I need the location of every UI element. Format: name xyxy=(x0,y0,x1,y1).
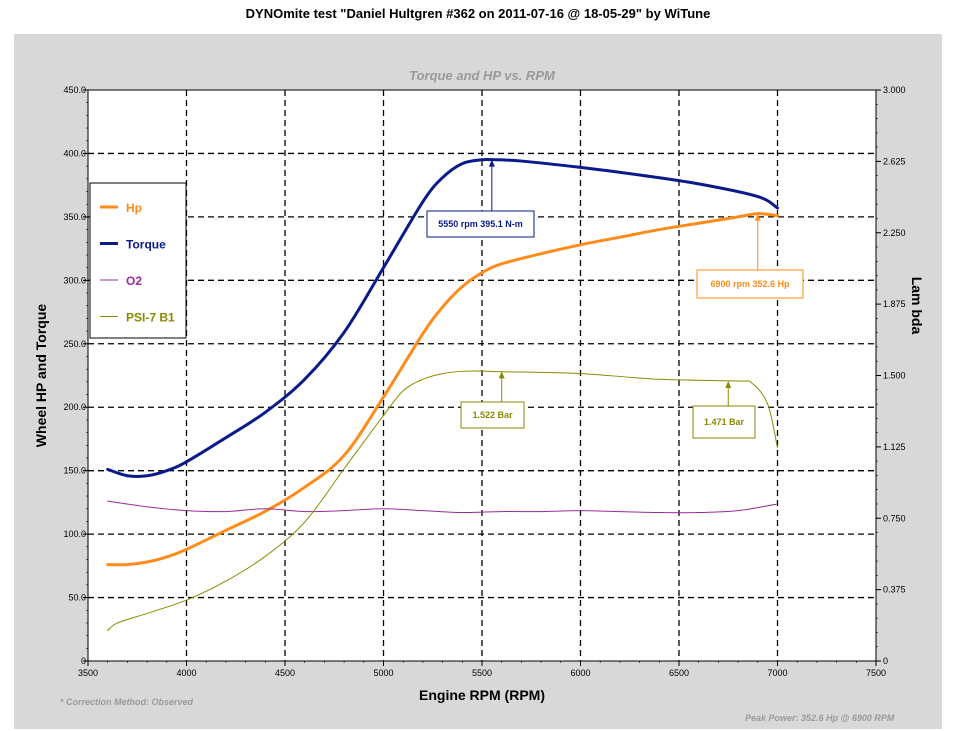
annotation-hp-label: 6900 rpm 352.6 Hp xyxy=(710,279,790,289)
y2-tick-label: 1.125 xyxy=(883,442,906,452)
y-tick-label: 50.0 xyxy=(68,593,86,603)
x-tick-label: 5500 xyxy=(472,668,492,678)
y2-tick-label: 0 xyxy=(883,656,888,666)
series-line-psi-7-b1 xyxy=(107,370,778,632)
x-tick-label: 6000 xyxy=(570,668,590,678)
y-axis-label: Wheel HP and Torque xyxy=(33,304,49,448)
annotation-psi-7-b1-label: 1.471 Bar xyxy=(704,417,745,427)
y2-tick-label: 3.000 xyxy=(883,85,906,95)
y-tick-label: 250.0 xyxy=(63,339,86,349)
x-tick-label: 4500 xyxy=(275,668,295,678)
legend-label-torque: Torque xyxy=(126,238,166,252)
chart-title: DYNOmite test "Daniel Hultgren #362 on 2… xyxy=(245,6,711,21)
series-line-torque xyxy=(106,157,779,478)
y2-tick-label: 0.375 xyxy=(883,585,906,595)
y2-axis-label: Lam bda xyxy=(909,277,925,335)
footnote-correction: * Correction Method: Observed xyxy=(60,697,194,707)
annotation-psi-7-b1-box xyxy=(460,401,525,429)
x-axis-label: Engine RPM (RPM) xyxy=(419,687,545,703)
legend-label-o2: O2 xyxy=(126,274,142,288)
x-tick-label: 7000 xyxy=(767,668,787,678)
series-line-o2 xyxy=(107,500,778,514)
x-tick-label: 5000 xyxy=(373,668,393,678)
y-tick-label: 450.0 xyxy=(63,85,86,95)
annotation-psi-7-b1-label: 1.522 Bar xyxy=(472,410,513,420)
annotation-hp-box xyxy=(696,269,804,299)
x-tick-label: 6500 xyxy=(669,668,689,678)
annotation-psi-7-b1-arrowhead xyxy=(725,381,732,389)
x-tick-label: 3500 xyxy=(78,668,98,678)
y-tick-label: 200.0 xyxy=(63,402,86,412)
y-tick-label: 350.0 xyxy=(63,212,86,222)
y2-tick-label: 1.500 xyxy=(883,371,906,381)
x-tick-label: 4000 xyxy=(176,668,196,678)
annotation-torque-box xyxy=(426,210,535,238)
legend-label-psi-7-b1: PSI-7 B1 xyxy=(126,311,175,325)
annotation-torque-label: 5550 rpm 395.1 N-m xyxy=(438,219,523,229)
chart-subtitle: Torque and HP vs. RPM xyxy=(409,68,556,83)
y2-tick-label: 1.875 xyxy=(883,299,906,309)
annotation-psi-7-b1-arrowhead xyxy=(498,371,505,379)
y-tick-label: 400.0 xyxy=(63,148,86,158)
annotation-torque-arrowhead xyxy=(488,159,495,167)
y-tick-label: 150.0 xyxy=(63,466,86,476)
y-tick-label: 100.0 xyxy=(63,529,86,539)
series-line-hp xyxy=(106,212,779,567)
annotation-psi-7-b1-box xyxy=(692,405,756,439)
legend-box xyxy=(89,182,187,339)
y2-tick-label: 2.625 xyxy=(883,156,906,166)
y2-tick-label: 2.250 xyxy=(883,228,906,238)
y-tick-label: 300.0 xyxy=(63,275,86,285)
footnote-peak-power: Peak Power: 352.6 Hp @ 6900 RPM xyxy=(745,713,895,723)
y2-tick-label: 0.750 xyxy=(883,513,906,523)
y-tick-label: 0 xyxy=(81,656,86,666)
annotation-hp-arrowhead xyxy=(754,213,761,221)
x-tick-label: 7500 xyxy=(866,668,886,678)
legend-label-hp: Hp xyxy=(126,201,142,215)
